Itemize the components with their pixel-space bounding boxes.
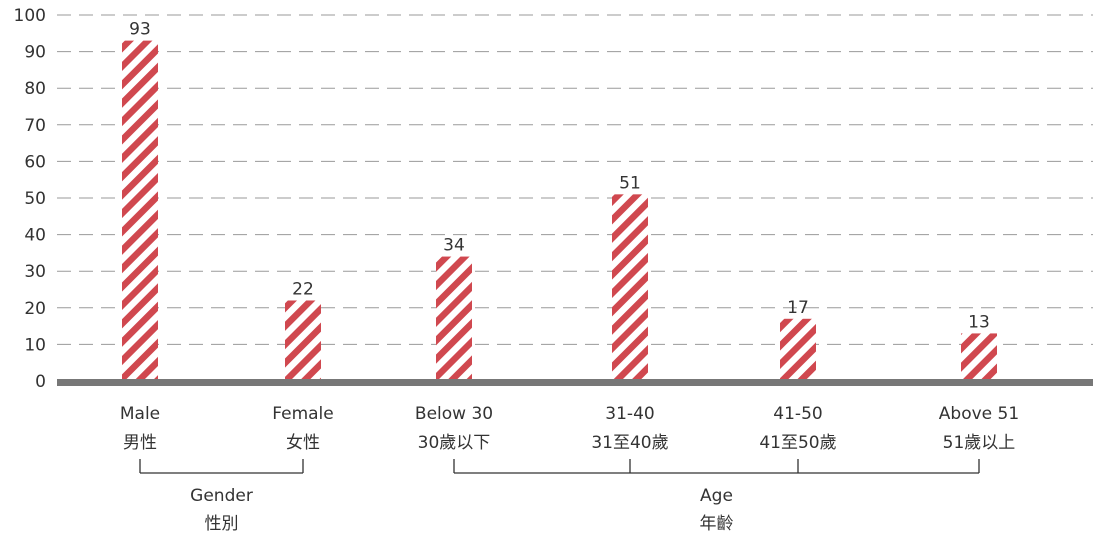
data-label: 34 xyxy=(443,236,465,256)
data-label: 13 xyxy=(968,312,990,332)
y-tick-label: 70 xyxy=(24,116,46,136)
category-label-en: Below 30 xyxy=(415,404,493,424)
group-label-zh: 年齡 xyxy=(700,514,734,534)
y-tick-label: 80 xyxy=(24,79,46,99)
bar xyxy=(436,256,472,381)
y-tick-label: 10 xyxy=(24,335,46,355)
category-label-zh: 30歲以下 xyxy=(418,433,491,453)
y-tick-label: 60 xyxy=(24,152,46,172)
bar xyxy=(612,194,648,381)
category-label-en: Female xyxy=(272,404,333,424)
category-label-en: Above 51 xyxy=(939,404,1019,424)
category-labels: Male 男性 Female 女性 Below 30 30歲以下 31-40 31至40歲 41… xyxy=(120,404,1019,453)
category-label-en: 31-40 xyxy=(605,404,654,424)
y-tick-label: 0 xyxy=(35,372,46,392)
y-tick-label: 30 xyxy=(24,262,46,282)
gridlines xyxy=(57,14,1093,345)
category-label-en: Male xyxy=(120,404,160,424)
category-label-zh: 女性 xyxy=(286,433,320,453)
category-label-zh: 31至40歲 xyxy=(591,433,668,453)
data-label: 17 xyxy=(787,298,809,318)
bar xyxy=(122,40,158,382)
bar xyxy=(285,300,321,381)
category-label-zh: 男性 xyxy=(123,433,157,453)
y-tick-label: 90 xyxy=(24,43,46,63)
y-tick-label: 40 xyxy=(24,226,46,246)
y-tick-label: 50 xyxy=(24,189,46,209)
x-axis-baseline xyxy=(57,379,1093,386)
y-axis-ticks: 0 10 20 30 40 50 60 70 80 90 100 xyxy=(14,6,46,392)
bars xyxy=(122,40,997,382)
data-label: 51 xyxy=(619,173,641,193)
group-label-zh: 性別 xyxy=(205,514,239,534)
group-label-en: Age xyxy=(700,486,733,506)
y-tick-label: 100 xyxy=(14,6,46,26)
bar xyxy=(780,318,816,381)
category-label-zh: 41至50歲 xyxy=(759,433,836,453)
baseline xyxy=(57,379,1093,386)
y-tick-label: 20 xyxy=(24,299,46,319)
bar xyxy=(961,333,997,381)
group-label-en: Gender xyxy=(190,486,253,506)
group-brackets: Gender 性別 Age 年齡 xyxy=(139,459,980,534)
data-label: 22 xyxy=(292,279,314,299)
data-labels: 93 22 34 51 17 13 xyxy=(129,20,990,333)
category-label-zh: 51歲以上 xyxy=(943,433,1016,453)
data-label: 93 xyxy=(129,20,151,40)
category-label-en: 41-50 xyxy=(773,404,822,424)
